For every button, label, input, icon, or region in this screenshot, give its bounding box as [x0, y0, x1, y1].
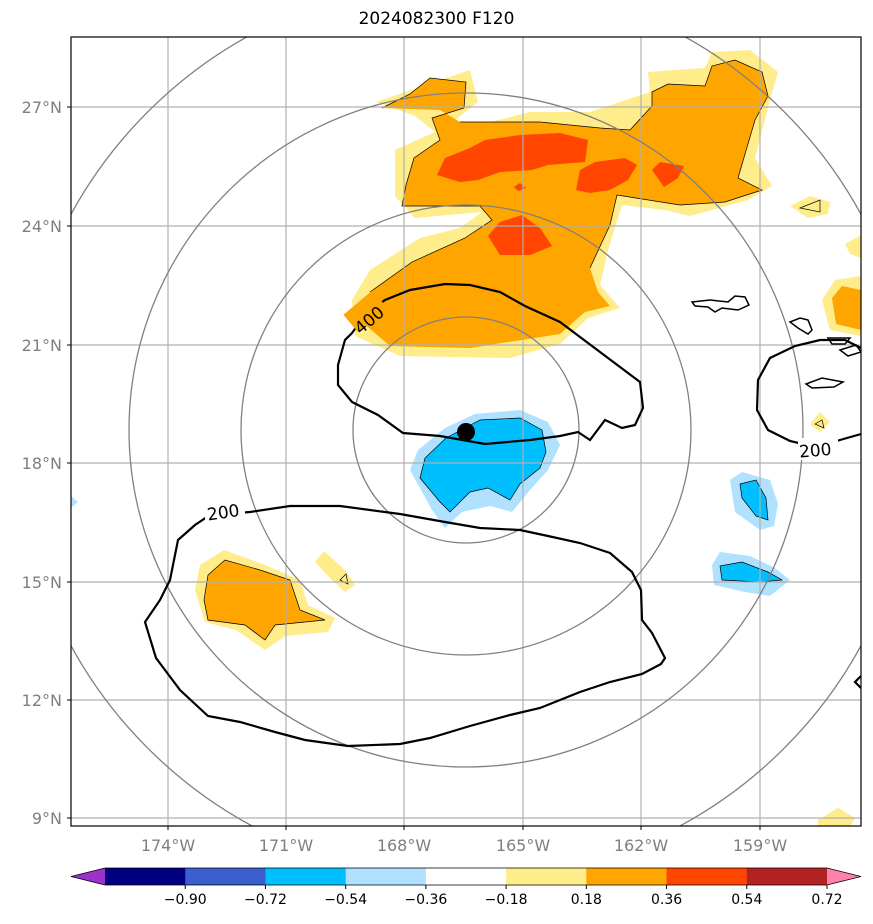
x-tick-label: 162°W: [614, 836, 669, 855]
colorbar-outline: [70, 867, 862, 886]
chart-title: 2024082300 F120: [358, 9, 515, 29]
positive-anomaly-region: [204, 560, 325, 640]
x-tick-label: 168°W: [377, 836, 432, 855]
colorbar-segment: [425, 868, 507, 885]
colorbar-tick-label: 0.18: [571, 892, 602, 908]
negative-anomaly-region: [720, 562, 782, 582]
contour-400: [336, 282, 645, 446]
colorbar-tick-label: −0.54: [324, 892, 367, 908]
x-axis-labels: 174°W 171°W 168°W 165°W 162°W 159°W: [141, 836, 788, 855]
colorbar-tick-label: −0.72: [244, 892, 287, 908]
colorbar-segment: [345, 868, 427, 885]
colorbar-segment: [185, 868, 266, 885]
y-tick-label: 15°N: [22, 573, 62, 592]
positive-anomaly-region: [315, 551, 355, 592]
colorbar-tick-label: −0.18: [485, 892, 528, 908]
colorbar-tick-label: −0.90: [164, 892, 207, 908]
negative-anomaly-region: [71, 496, 78, 508]
colorbar-segment: [105, 868, 186, 885]
axis-ticks: [67, 106, 761, 830]
x-tick-label: 159°W: [733, 836, 788, 855]
y-tick-label: 27°N: [22, 98, 62, 117]
contour-200: [755, 338, 861, 449]
strong-positive-region: [652, 162, 684, 187]
positive-anomaly-region: [845, 235, 861, 258]
colorbar-tick-label: 0.72: [811, 892, 842, 908]
x-tick-label: 165°W: [496, 836, 551, 855]
colorbar-segment: [265, 868, 347, 885]
y-tick-label: 9°N: [32, 809, 62, 828]
contour-label-200: 200: [798, 440, 832, 463]
colorbar: −0.90 −0.72 −0.54 −0.36 −0.18 0.18 0.36 0.54 0.7…: [70, 867, 862, 908]
storm-center-marker: [457, 423, 475, 441]
positive-anomaly-region: [362, 60, 768, 348]
strong-positive-region: [437, 133, 588, 182]
positive-anomaly-region: [810, 412, 830, 432]
shaded-fields: [71, 50, 861, 826]
x-tick-label: 174°W: [141, 836, 196, 855]
colorbar-tick-label: −0.36: [404, 892, 447, 908]
colorbar-segment: [506, 868, 587, 885]
contour-200: [143, 504, 667, 748]
y-tick-label: 12°N: [22, 691, 62, 710]
x-tick-label: 171°W: [259, 836, 314, 855]
map-plot-area: 400 200 200: [71, 37, 861, 826]
contour-label-200: 200: [206, 501, 241, 525]
colorbar-segment: [666, 868, 748, 885]
positive-anomaly-region: [818, 808, 855, 826]
colorbar-segment: [746, 868, 828, 885]
negative-anomaly-region: [740, 480, 768, 520]
colorbar-extend-low: [71, 868, 105, 885]
lat-lon-grid: [71, 37, 861, 826]
y-tick-label: 24°N: [22, 217, 62, 236]
positive-anomaly-region: [832, 286, 861, 330]
range-rings: [71, 37, 861, 826]
strong-positive-region: [576, 158, 637, 193]
colorbar-segment: [586, 868, 668, 885]
y-axis-labels: 27°N 24°N 21°N 18°N 15°N 12°N 9°N: [22, 98, 62, 828]
colorbar-tick-label: 0.36: [651, 892, 682, 908]
colorbar-tick-label: 0.54: [731, 892, 762, 908]
plot-frame: [70, 36, 862, 827]
shade-outlines: [203, 59, 825, 641]
colorbar-extend-high: [827, 868, 861, 885]
strong-positive-region: [488, 215, 552, 255]
y-tick-label: 18°N: [22, 454, 62, 473]
y-tick-label: 21°N: [22, 336, 62, 355]
positive-anomaly-region: [790, 196, 830, 218]
coastlines: [690, 295, 861, 389]
